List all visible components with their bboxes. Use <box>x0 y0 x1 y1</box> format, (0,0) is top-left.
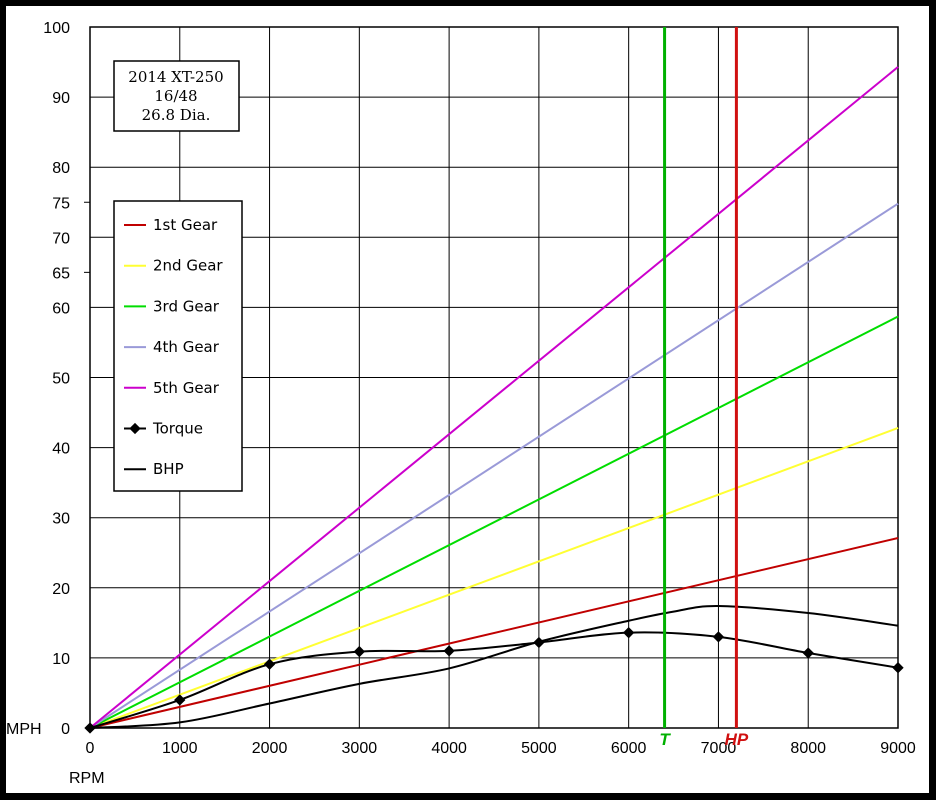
data-point-torque <box>892 662 904 674</box>
x-tick-label: 8000 <box>790 740 826 757</box>
y-tick-label: 50 <box>52 371 70 388</box>
series-lines <box>84 66 904 734</box>
x-tick-label: 6000 <box>611 740 647 757</box>
x-tick-label: 4000 <box>431 740 467 757</box>
x-tick-labels: 0 1000 2000 3000 4000 5000 6000 7000 8000 9000 <box>86 740 916 757</box>
y-tick-label: 40 <box>52 441 70 458</box>
y-tick-labels: 0 10 20 30 40 50 60 65 70 75 80 90 100 <box>43 20 70 738</box>
y-axis-label: MPH <box>6 721 42 738</box>
legend-label-2nd-gear: 2nd Gear <box>153 257 223 275</box>
legend-label-5th-gear: 5th Gear <box>153 379 220 397</box>
legend-box <box>113 200 243 492</box>
x-tick-label: 0 <box>86 740 95 757</box>
y-tick-label: 20 <box>52 581 70 598</box>
y-tick-label: 0 <box>61 721 70 738</box>
y-tick-label: 90 <box>52 90 70 107</box>
legend-label-torque: Torque <box>152 420 203 438</box>
legend-label-4th-gear: 4th Gear <box>153 338 220 356</box>
y-tick-label: 100 <box>43 20 70 37</box>
y-tick-label: 70 <box>52 230 70 247</box>
series-line-3rd-gear <box>89 315 899 729</box>
data-point-torque <box>443 645 455 657</box>
gear-speed-chart: 0 10 20 30 40 50 60 65 70 75 80 90 100 0 1000 2000 3000… <box>6 20 916 787</box>
series-line-bhp <box>89 605 899 729</box>
y-tick-label: 10 <box>52 651 70 668</box>
x-axis-label: RPM <box>69 770 105 787</box>
info-box: 2014 XT-250 16/48 26.8 Dia. <box>113 60 240 132</box>
legend-label-1st-gear: 1st Gear <box>153 216 218 234</box>
x-tick-label: 5000 <box>521 740 557 757</box>
series-line-torque <box>89 631 899 729</box>
y-tick-label: 80 <box>52 160 70 177</box>
info-line-ratio: 16/48 <box>154 87 197 105</box>
marker-label-hp: HP <box>725 730 749 749</box>
series-line-1st-gear <box>89 537 899 729</box>
info-line-model: 2014 XT-250 <box>128 68 223 86</box>
x-tick-label: 3000 <box>342 740 378 757</box>
y-tick-label: 65 <box>52 265 70 282</box>
vertical-markers: T HP <box>659 27 749 749</box>
data-point-torque <box>712 631 725 643</box>
series-line-4th-gear <box>89 202 899 729</box>
legend: 1st Gear 2nd Gear 3rd Gear 4th Gear 5th Gear… <box>113 200 243 492</box>
data-point-torque <box>174 694 186 706</box>
marker-label-t: T <box>659 730 671 749</box>
data-point-torque <box>353 645 365 658</box>
legend-label-3rd-gear: 3rd Gear <box>153 297 220 315</box>
series-line-5th-gear <box>89 66 899 729</box>
y-tick-label: 60 <box>52 300 70 317</box>
y-tick-label: 30 <box>52 511 70 528</box>
chart-panel: 0 10 20 30 40 50 60 65 70 75 80 90 100 0 1000 2000 3000… <box>6 6 929 793</box>
x-tick-label: 9000 <box>880 740 916 757</box>
series-line-2nd-gear <box>89 427 899 729</box>
info-line-diameter: 26.8 Dia. <box>142 106 211 124</box>
data-point-torque <box>623 627 635 639</box>
legend-label-bhp: BHP <box>153 460 184 478</box>
x-tick-label: 1000 <box>162 740 198 757</box>
x-tick-label: 2000 <box>252 740 288 757</box>
data-point-torque <box>802 647 814 659</box>
x-tick-label: 7000 <box>701 740 737 757</box>
y-tick-label: 75 <box>52 195 70 212</box>
data-point-torque <box>263 658 276 670</box>
